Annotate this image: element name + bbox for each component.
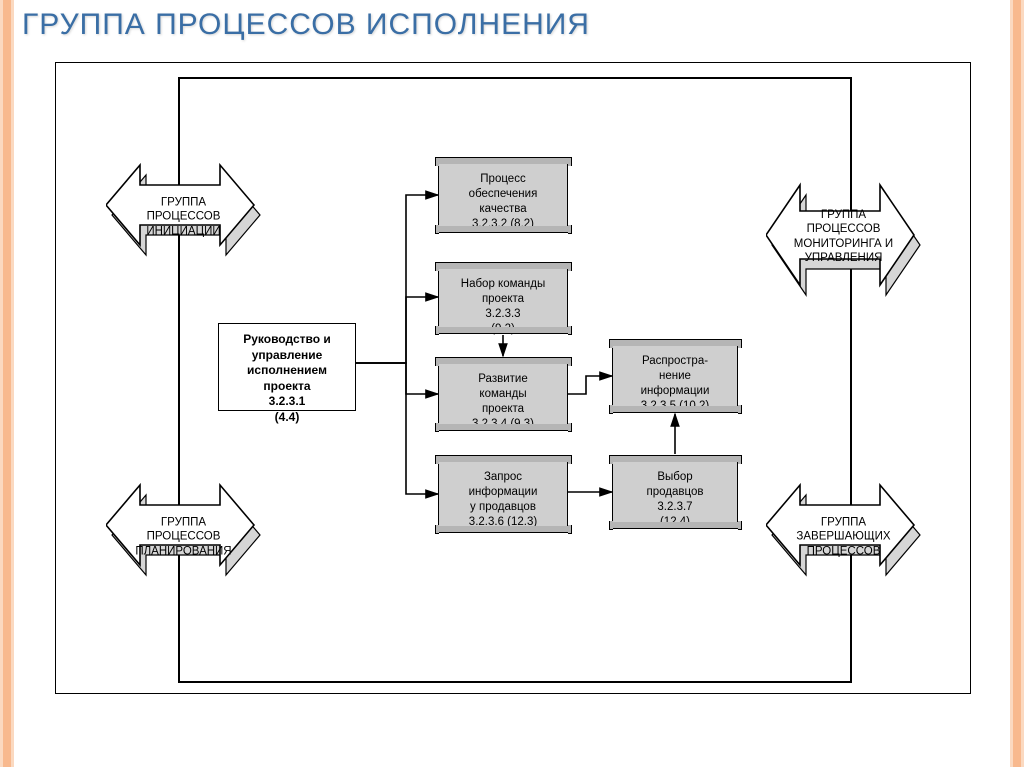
box-quality: Процессобеспечениякачества3.2.3.2 (8.2) (438, 163, 568, 227)
box-text: Распростра-нениеинформации3.2.3.5 (10.2) (641, 355, 710, 412)
box-text: Запросинформацииу продавцов3.2.3.6 (12.3… (469, 471, 538, 528)
arrow-planning-group: ГРУППАПРОЦЕССОВПЛАНИРОВАНИЯ (106, 463, 261, 613)
box-text: Руководство иуправлениеисполнениемпроект… (243, 332, 331, 424)
box-management: Руководство иуправлениеисполнениемпроект… (218, 323, 356, 411)
arrow-label: ГРУППАПРОЦЕССОВПЛАНИРОВАНИЯ (124, 516, 244, 559)
box-text: Процессобеспечениякачества3.2.3.2 (8.2) (469, 173, 538, 230)
diagram-outer-frame: ГРУППАПРОЦЕССОВИНИЦИАЦИИ ГРУППАПРОЦЕССОВ… (55, 62, 971, 694)
box-text: Выборпродавцов3.2.3.7(12.4) (647, 471, 704, 528)
box-team-dev: Развитиекомандыпроекта3.2.3.4 (9.3) (438, 363, 568, 425)
decorative-band-left (0, 0, 14, 767)
page-title: ГРУППА ПРОЦЕССОВ ИСПОЛНЕНИЯ (22, 8, 590, 42)
box-vendor-selection: Выборпродавцов3.2.3.7(12.4) (612, 461, 738, 523)
box-team: Набор командыпроекта3.2.3.3(9.2) (438, 268, 568, 328)
box-text: Развитиекомандыпроекта3.2.3.4 (9.3) (472, 373, 534, 430)
arrow-closing-group: ГРУППАЗАВЕРШАЮЩИХПРОЦЕССОВ (766, 463, 921, 613)
box-info-request: Запросинформацииу продавцов3.2.3.6 (12.3… (438, 461, 568, 527)
decorative-band-right (1010, 0, 1024, 767)
arrow-initiation-group: ГРУППАПРОЦЕССОВИНИЦИАЦИИ (106, 143, 261, 293)
box-info-distribution: Распростра-нениеинформации3.2.3.5 (10.2) (612, 345, 738, 407)
arrow-label: ГРУППАПРОЦЕССОВМОНИТОРИНГА ИУПРАВЛЕНИЯ (784, 208, 904, 266)
arrow-label: ГРУППАПРОЦЕССОВИНИЦИАЦИИ (124, 196, 244, 239)
arrow-monitoring-group: ГРУППАПРОЦЕССОВМОНИТОРИНГА ИУПРАВЛЕНИЯ (766, 163, 921, 313)
arrow-label: ГРУППАЗАВЕРШАЮЩИХПРОЦЕССОВ (784, 516, 904, 559)
